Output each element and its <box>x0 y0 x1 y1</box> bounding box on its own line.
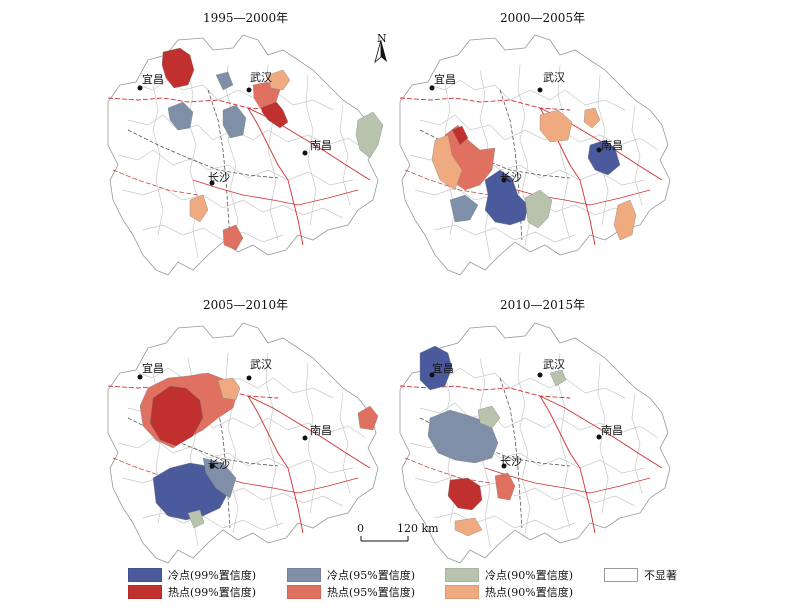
coldspot-90 <box>187 509 205 529</box>
city-wuhan: 武汉 <box>250 71 272 84</box>
north-label: N <box>377 32 387 45</box>
city-yichang: 宜昌 <box>142 361 164 375</box>
coldspot-99 <box>484 169 529 226</box>
hotspot-90 <box>217 377 241 401</box>
map-panel-4 <box>399 322 671 564</box>
hotspot-99 <box>447 477 483 511</box>
coldspot-95 <box>215 71 234 91</box>
coldspot-90 <box>549 369 567 387</box>
hotspot-90 <box>613 199 637 241</box>
city-markers <box>137 85 602 469</box>
scale-distance: 120 km <box>397 522 439 535</box>
city-wuhan: 武汉 <box>543 358 565 371</box>
scale-bar <box>360 536 409 542</box>
panel-title-1: 1995—2000年 <box>203 11 289 25</box>
coldspot-95 <box>222 104 247 139</box>
city-wuhan: 武汉 <box>543 71 565 84</box>
panel-title-4: 2010—2015年 <box>500 298 586 312</box>
hotspot-99 <box>161 47 195 89</box>
city-nanchang: 南昌 <box>310 424 332 437</box>
scale-zero: 0 <box>357 522 364 535</box>
coldspot-90 <box>355 111 384 159</box>
city-nanchang: 南昌 <box>601 424 623 437</box>
city-nanchang: 南昌 <box>601 139 623 152</box>
city-nanchang: 南昌 <box>310 139 332 152</box>
panel-title-2: 2000—2005年 <box>500 11 586 25</box>
coldspot-90 <box>477 405 501 429</box>
coldspot-99 <box>587 139 621 176</box>
hotspot-90 <box>267 69 291 91</box>
map-panel-3 <box>107 322 379 564</box>
hotspot-90 <box>454 517 483 537</box>
coldspot-99 <box>419 345 453 391</box>
coldspot-90 <box>524 189 553 229</box>
city-changsha: 长沙 <box>500 171 522 184</box>
hotspot-90 <box>583 107 601 129</box>
coldspot-95 <box>449 194 479 223</box>
city-changsha: 长沙 <box>208 458 230 471</box>
city-yichang: 宜昌 <box>142 72 164 86</box>
map-panel-2 <box>399 34 671 276</box>
city-wuhan: 武汉 <box>250 358 272 371</box>
hotspot-99 <box>149 385 204 447</box>
city-yichang: 宜昌 <box>432 361 454 375</box>
coldspot-95 <box>167 101 194 131</box>
north-arrow-icon <box>374 39 387 64</box>
hotspot-95 <box>222 224 244 251</box>
hotspot-90 <box>431 134 463 191</box>
hotspot-95 <box>494 472 516 501</box>
hotspot-90 <box>189 194 209 223</box>
map-panel-1 <box>107 34 384 276</box>
city-yichang: 宜昌 <box>434 72 456 86</box>
hotspot-99 <box>451 125 469 146</box>
city-changsha: 长沙 <box>208 171 230 184</box>
hotspot-95 <box>357 405 379 431</box>
hotspot-90 <box>539 109 573 143</box>
panel-title-3: 2005—2010年 <box>203 298 289 312</box>
city-changsha: 长沙 <box>500 455 522 468</box>
